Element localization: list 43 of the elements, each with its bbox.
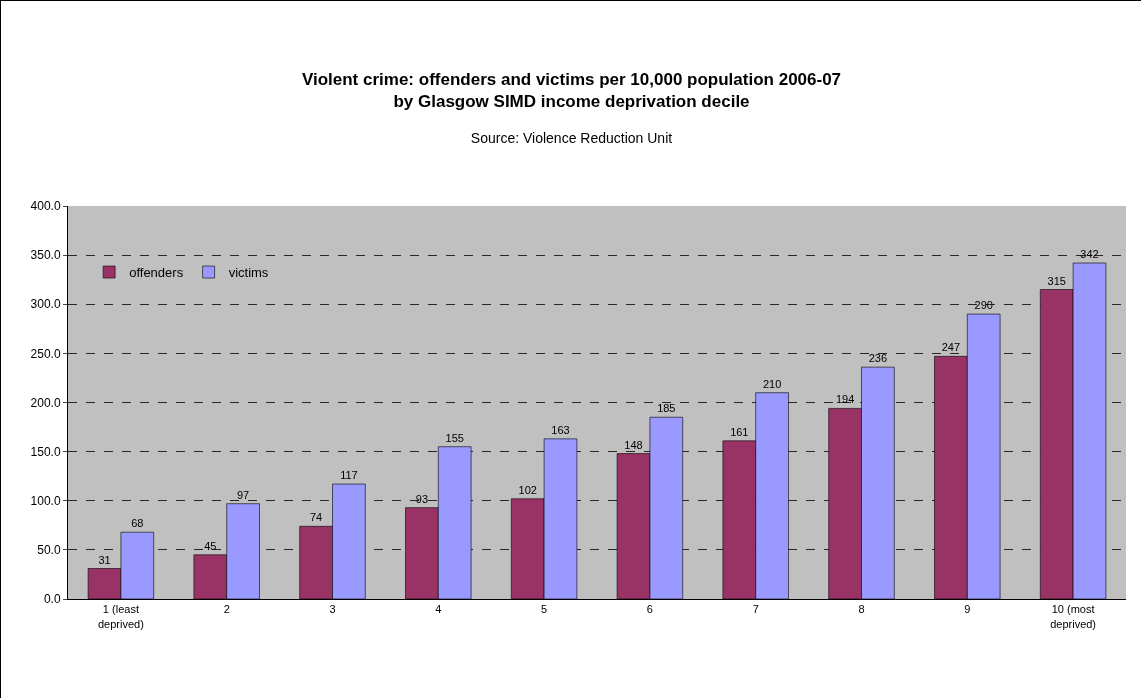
x-tick-label: 9 [964, 603, 971, 616]
data-label: 117 [340, 469, 358, 482]
x-tick-label: 4 [435, 603, 442, 616]
x-tick-label: 8 [858, 603, 865, 616]
data-label: 163 [551, 423, 570, 436]
x-tick-label: 6 [646, 603, 653, 616]
x-tick-label: 10 (most deprived) [1050, 603, 1097, 630]
y-tick-label: 150.0 [30, 444, 61, 459]
data-label: 194 [835, 393, 855, 406]
x-tick-label: 1 (least deprived) [97, 603, 144, 630]
data-label: 290 [974, 299, 993, 312]
x-tick-label: 7 [752, 603, 759, 616]
data-label: 93 [415, 492, 429, 505]
y-tick-label: 250.0 [30, 346, 61, 361]
data-label: 97 [236, 488, 250, 501]
data-label: 74 [309, 511, 323, 524]
data-label: 247 [941, 341, 961, 354]
data-label: 342 [1080, 247, 1099, 260]
data-label: 161 [730, 425, 749, 438]
data-label: 210 [762, 377, 782, 390]
chart-subtitle: Source: Violence Reduction Unit [470, 130, 673, 147]
data-label: 68 [131, 517, 144, 530]
y-tick-label: 200.0 [30, 395, 61, 410]
x-tick-label: 3 [329, 603, 336, 616]
data-label: 102 [518, 483, 537, 496]
data-label: 315 [1047, 274, 1066, 287]
y-tick-label: 0.0 [43, 592, 61, 607]
data-label: 45 [204, 539, 217, 552]
chart-title: Violent crime: offenders and victims per 10,000 population 2006-07 by Glasgow SIMD income deprivation decile [301, 69, 842, 111]
data-label: 155 [445, 431, 464, 444]
legend-label: victims [228, 265, 269, 281]
data-label: 31 [98, 553, 111, 566]
legend-label: offenders [129, 265, 184, 281]
y-tick-label: 50.0 [37, 543, 61, 558]
y-tick-label: 400.0 [30, 199, 61, 214]
y-tick-label: 300.0 [30, 297, 61, 312]
y-tick-label: 350.0 [30, 248, 61, 263]
data-label: 236 [868, 352, 888, 365]
y-tick-label: 100.0 [30, 493, 61, 508]
data-label: 185 [657, 402, 676, 415]
data-label: 148 [624, 438, 643, 451]
x-tick-label: 5 [541, 603, 548, 616]
x-tick-label: 2 [223, 603, 230, 616]
